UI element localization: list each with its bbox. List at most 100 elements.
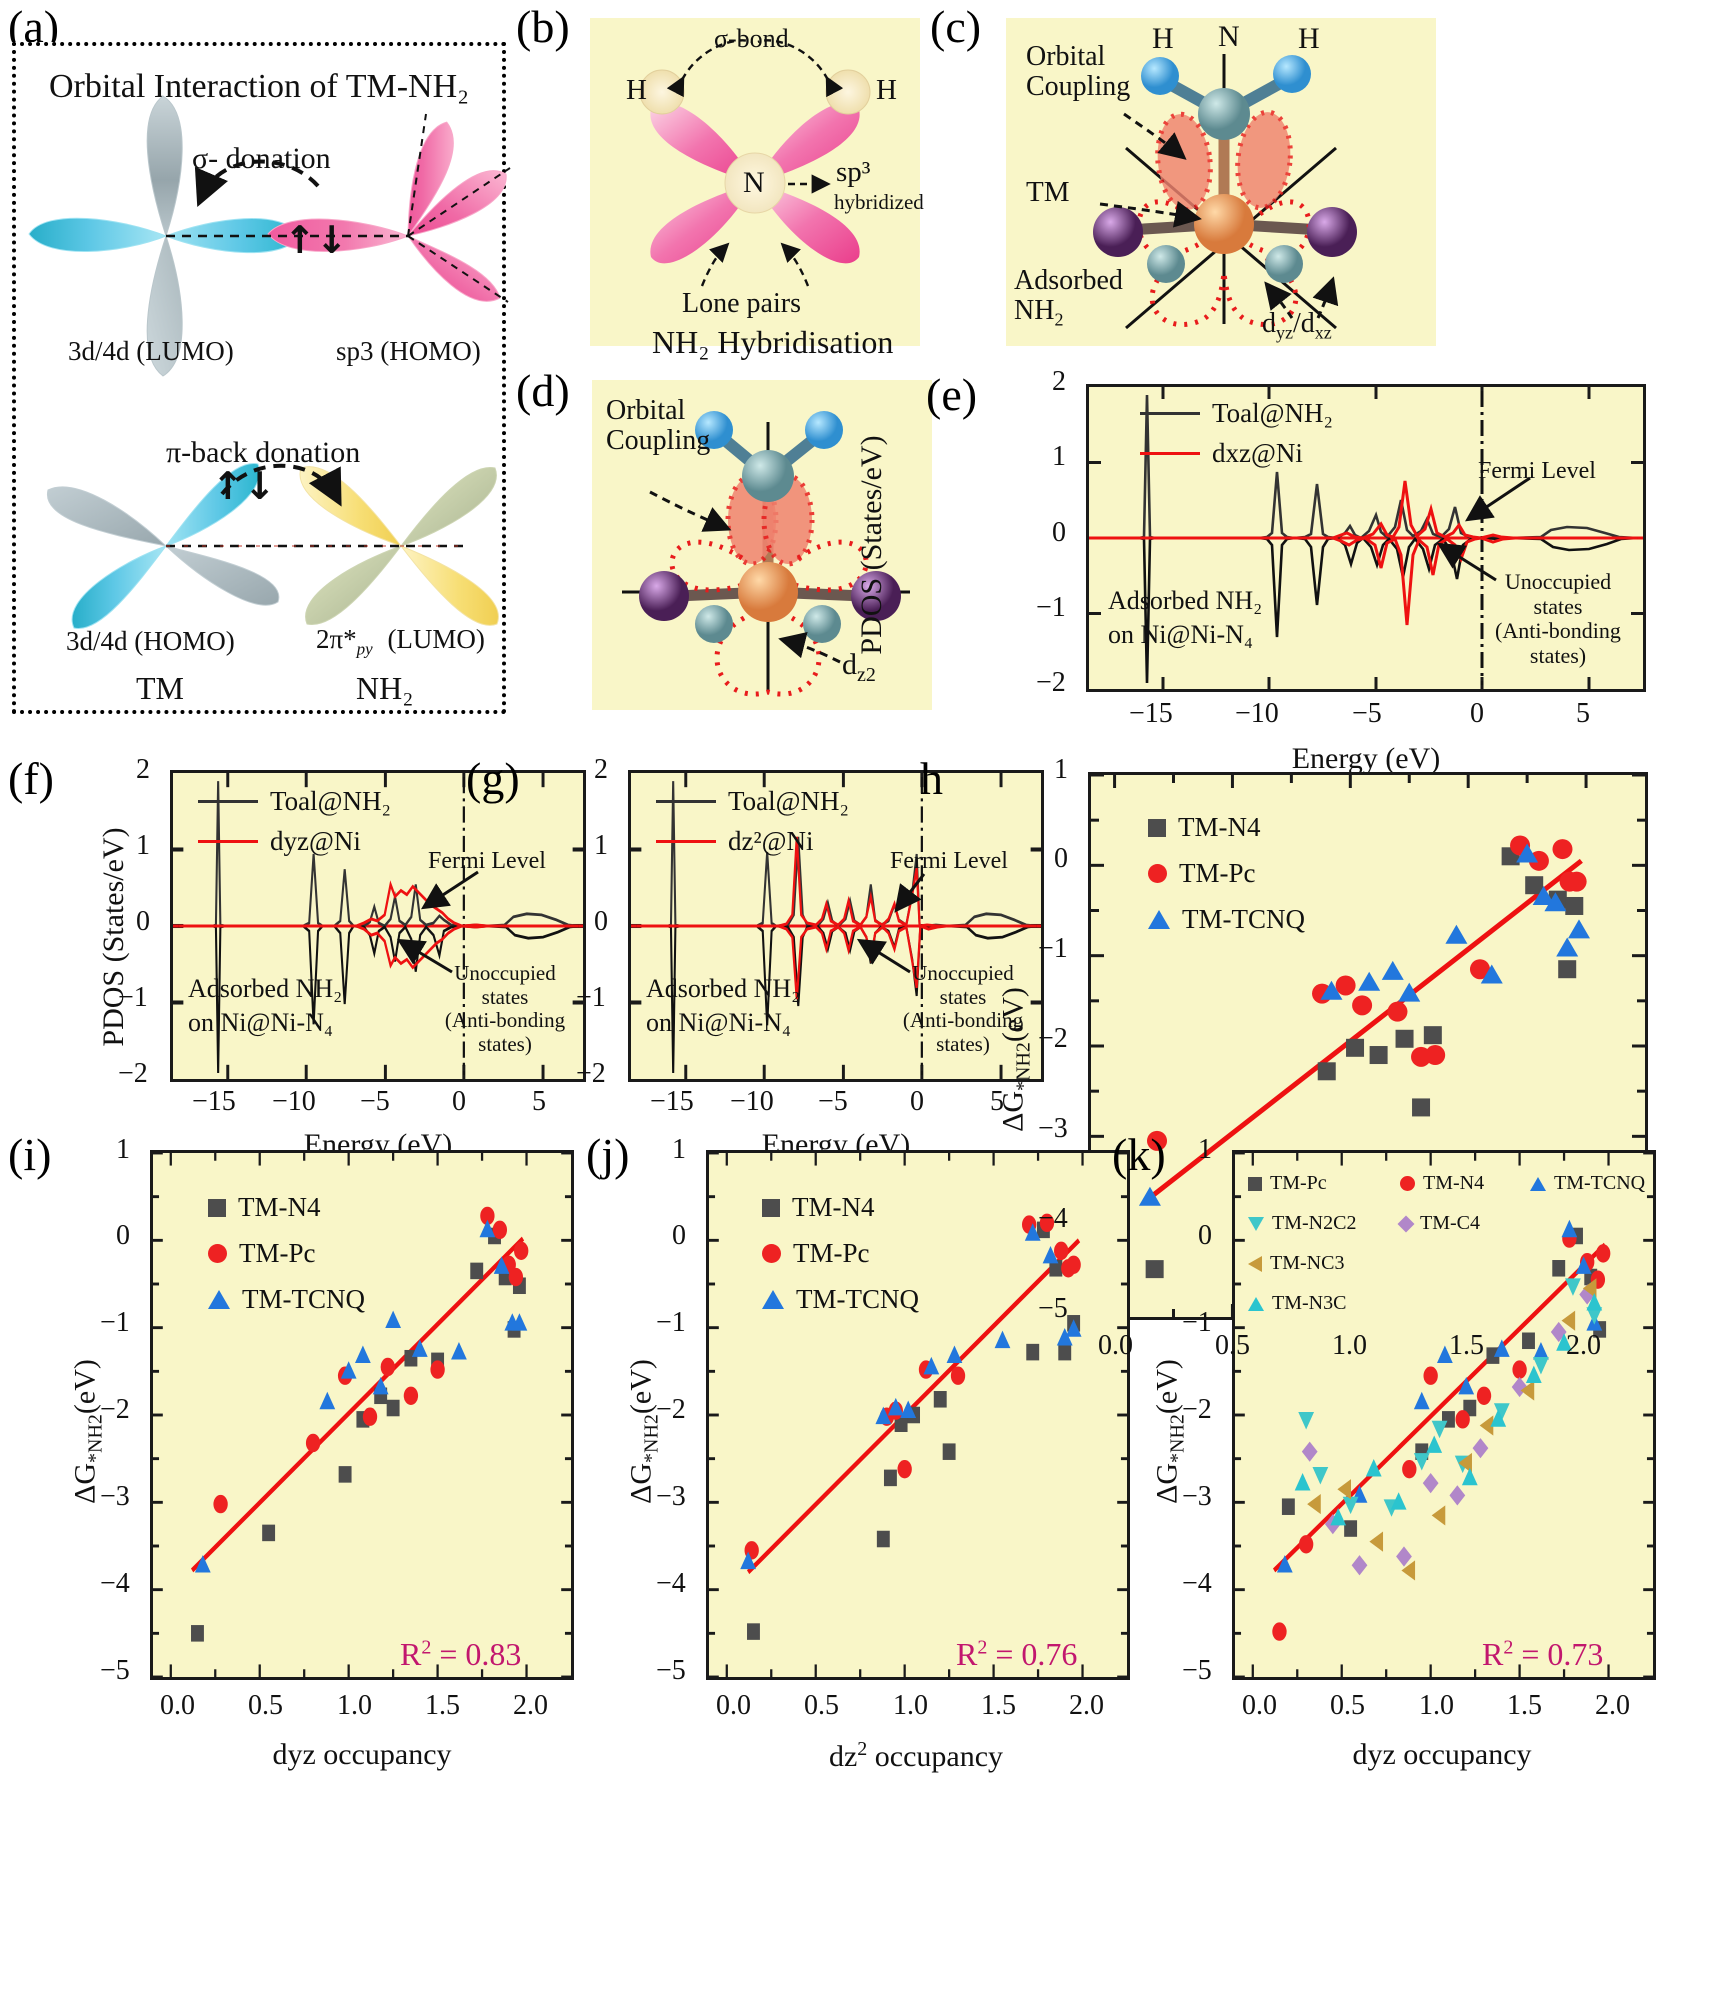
legend-line-total-g (656, 800, 716, 803)
panel-h-xtick-20: 2.0 (1566, 1330, 1601, 1361)
panel-k-ytick-m2: −2 (1182, 1394, 1212, 1425)
panel-g-annot-1: Adsorbed NH₂ (646, 974, 801, 1003)
panel-g-fermi-label: Fermi Level (890, 848, 1008, 874)
pi-back-donation-label: π-back donation (166, 436, 361, 469)
panel-i-scatter (153, 1151, 571, 1679)
marker-circle-icon-k (1400, 1176, 1415, 1191)
panel-e-xtick-0: 0 (1470, 698, 1484, 729)
legend-label-n3c-k: TM-N3C (1272, 1292, 1347, 1314)
panel-j-xtick-0: 0.0 (716, 1690, 751, 1721)
marker-square-icon-j (762, 1198, 780, 1217)
panel-f-legend-orbital: dyz@Ni (198, 826, 361, 857)
panel-i-legend-tcnq: TM-TCNQ (208, 1284, 365, 1315)
marker-triangle-down-icon-k (1248, 1216, 1264, 1231)
lone-pairs-label: Lone pairs (682, 288, 801, 319)
panel-k-legend-n4: TM-N4 (1400, 1172, 1484, 1195)
panel-g-ytick-m2: −2 (576, 1058, 606, 1089)
panel-f-xtick-0: 0 (452, 1086, 466, 1117)
panel-k-legend-c4: TM-C4 (1397, 1212, 1480, 1235)
legend-label-nc3-k: TM-NC3 (1270, 1252, 1345, 1274)
panel-e-legend-total: Toal@NH₂ (1140, 398, 1333, 429)
legend-line-orbital-f (198, 840, 258, 843)
panel-i-xtick-10: 1.0 (337, 1690, 372, 1721)
panel-i-xtick-15: 1.5 (425, 1690, 460, 1721)
panel-k-xtick-15: 1.5 (1507, 1690, 1542, 1721)
panel-i-legend-pc: TM-Pc (208, 1238, 316, 1269)
sp3-text: sp³ (836, 156, 871, 188)
panel-j-ytick-1: 1 (672, 1134, 686, 1165)
spin-pair-bottom: ↑↓ (212, 464, 276, 508)
panel-j-legend-pc: TM-Pc (762, 1238, 870, 1269)
panel-e-ytick-1: 1 (1052, 441, 1066, 472)
panel-i-xtick-05: 0.5 (248, 1690, 283, 1721)
legend-label-tcnq-j: TM-TCNQ (796, 1284, 919, 1314)
panel-label-k: (k) (1112, 1129, 1166, 1180)
caption-2pi-tail: (LUMO) (387, 624, 485, 654)
panel-k-legend-nc3: TM-NC3 (1248, 1252, 1344, 1275)
panel-e-xtick-m10: −10 (1235, 698, 1279, 729)
panel-h-ytick-m2: −2 (1038, 1023, 1068, 1054)
sp3-hybridized-label: hybridized (834, 190, 924, 214)
panel-b-title: NH₂ Hybridisation (652, 324, 894, 360)
panel-k-xtick-05: 0.5 (1330, 1690, 1365, 1721)
legend-label-n4-k: TM-N4 (1423, 1172, 1485, 1194)
panel-g-legend-total: Toal@NH₂ (656, 786, 849, 817)
footer-tm: TM (136, 670, 184, 706)
panel-k-r2: R2 = 0.73 (1482, 1636, 1604, 1672)
marker-diamond-icon-k (1397, 1215, 1415, 1232)
panel-g-plot (628, 770, 1044, 1082)
h-left-label-c: H (1152, 22, 1174, 55)
panel-f-unoccupied-label: Unoccupied states (Anti-bonding states) (444, 961, 566, 1056)
panel-g-unoccupied-label: Unoccupied states (Anti-bonding states) (902, 961, 1024, 1056)
dz2-sub: z2 (857, 664, 876, 686)
marker-triangle-icon-h (1148, 910, 1170, 929)
panel-e-ylabel: PDOS (States/eV) (855, 435, 888, 655)
panel-label-j: (j) (586, 1129, 630, 1180)
panel-f-legend-total: Toal@NH₂ (198, 786, 391, 817)
panel-h-ytick-m3: −3 (1038, 1113, 1068, 1144)
panel-h-ytick-m5: −5 (1038, 1293, 1068, 1324)
panel-j-xtick-15: 1.5 (981, 1690, 1016, 1721)
panel-k-xlabel: dyz occupancy (1352, 1738, 1532, 1771)
panel-k-ytick-m1: −1 (1182, 1307, 1212, 1338)
panel-f-ylabel: PDOS (States/eV) (97, 827, 130, 1047)
legend-label-n2c2-k: TM-N2C2 (1272, 1212, 1357, 1234)
panel-k-ytick-1: 1 (1198, 1134, 1212, 1165)
panel-i-ytick-m4: −4 (100, 1568, 130, 1599)
panel-g-ytick-1: 1 (594, 830, 608, 861)
panel-g-ytick-m1: −1 (576, 982, 606, 1013)
orbital-coupling-label-c: Orbital Coupling (1026, 41, 1131, 103)
panel-i-r2: R2 = 0.83 (400, 1636, 522, 1672)
panel-label-a: (a) (8, 1, 60, 52)
legend-line-total-f (198, 800, 258, 803)
legend-label-pc-j: TM-Pc (793, 1238, 870, 1268)
adsorbed-nh2-label-c: Adsorbed NH2 (1014, 265, 1123, 330)
panel-j-ytick-0: 0 (672, 1220, 686, 1251)
panel-f-xtick-m5: −5 (360, 1086, 390, 1117)
legend-label-orbital-f: dyz@Ni (270, 826, 361, 856)
marker-square-icon-h (1148, 818, 1166, 837)
panel-e-ytick-2: 2 (1052, 366, 1066, 397)
marker-triangle-icon-j (762, 1290, 784, 1309)
caption-2pi-main: 2π* (316, 624, 357, 654)
tm-label-c: TM (1026, 176, 1070, 208)
panel-label-b: (b) (516, 1, 570, 52)
panel-f-fermi-label: Fermi Level (428, 848, 546, 874)
panel-j-ytick-m2: −2 (656, 1394, 686, 1425)
caption-2pi-sub-p: p (356, 639, 366, 659)
dz2-main: d (842, 648, 857, 681)
h-right-label-b: H (876, 74, 897, 106)
legend-label-tcnq-i: TM-TCNQ (242, 1284, 365, 1314)
legend-label-orbital-e: dxz@Ni (1212, 438, 1303, 468)
panel-label-e: (e) (926, 369, 978, 420)
footer-nh2: NH₂ (356, 670, 414, 706)
legend-label-pc-i: TM-Pc (239, 1238, 316, 1268)
panel-f-xtick-5: 5 (532, 1086, 546, 1117)
legend-label-pc-k: TM-Pc (1270, 1172, 1327, 1194)
panel-c-container: Orbital Coupling H N H TM Adsorbed NH2 dyz… (1006, 18, 1436, 346)
n-label-c: N (1218, 20, 1240, 53)
panel-e-annotation: Adsorbed NH₂ on Ni@Ni-N₄ (1108, 584, 1262, 652)
panel-g-ytick-0: 0 (594, 906, 608, 937)
panel-i-xlabel: dyz occupancy (272, 1738, 452, 1771)
panel-label-h: h (920, 753, 943, 804)
